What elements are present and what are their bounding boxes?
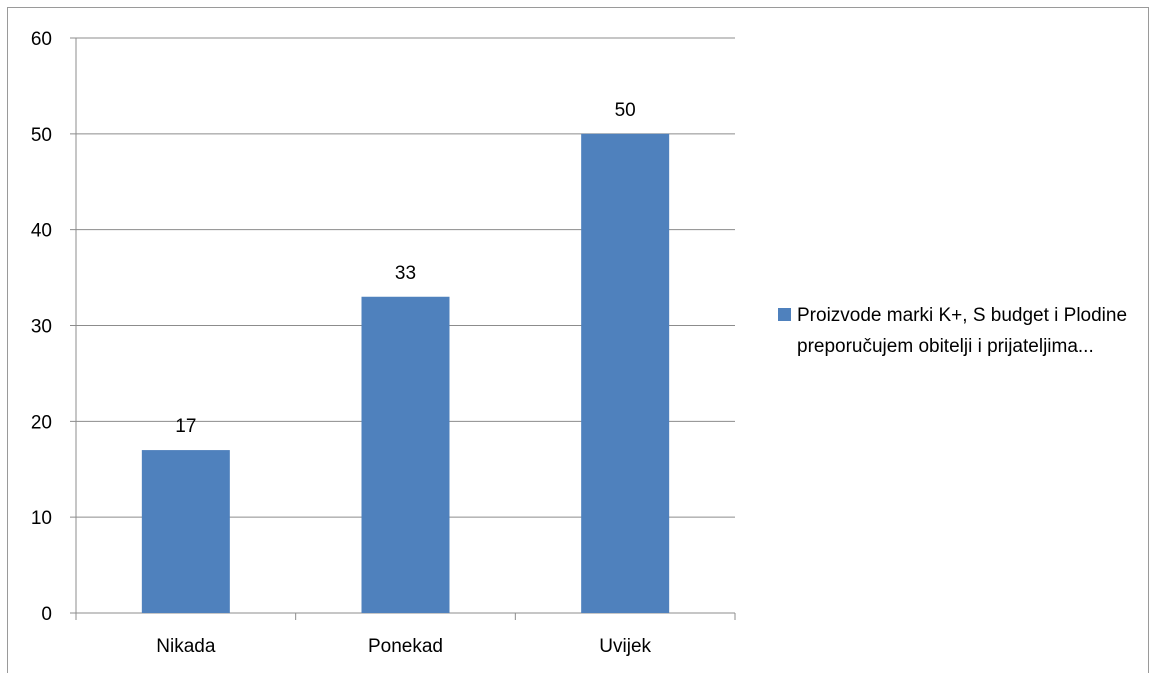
y-tick-label: 10 xyxy=(31,508,52,529)
y-tick-label: 40 xyxy=(31,221,52,242)
bar xyxy=(141,450,230,613)
bar xyxy=(581,133,670,614)
y-tick-label: 30 xyxy=(31,317,52,338)
bars xyxy=(141,133,670,614)
x-axis-categories: Nikada Ponekad Uvijek xyxy=(156,636,651,657)
data-label: 33 xyxy=(395,263,416,284)
chart-frame xyxy=(7,7,1149,673)
y-tick-label: 50 xyxy=(31,125,52,146)
y-axis-ticks: 0 10 20 30 40 50 60 xyxy=(31,29,52,625)
bar xyxy=(361,296,450,613)
y-tick-label: 0 xyxy=(41,604,52,625)
x-category-label: Ponekad xyxy=(368,636,443,657)
legend-swatch xyxy=(778,308,791,321)
legend-label: Proizvode marki K+, S budget i Plodine p… xyxy=(797,305,1128,357)
x-category-label: Nikada xyxy=(156,636,216,657)
data-label: 17 xyxy=(175,416,196,437)
x-category-label: Uvijek xyxy=(599,636,651,657)
y-tick-label: 60 xyxy=(31,29,52,50)
data-labels: 17 33 50 xyxy=(175,100,635,437)
y-tick-label: 20 xyxy=(31,412,52,433)
data-label: 50 xyxy=(615,100,636,121)
